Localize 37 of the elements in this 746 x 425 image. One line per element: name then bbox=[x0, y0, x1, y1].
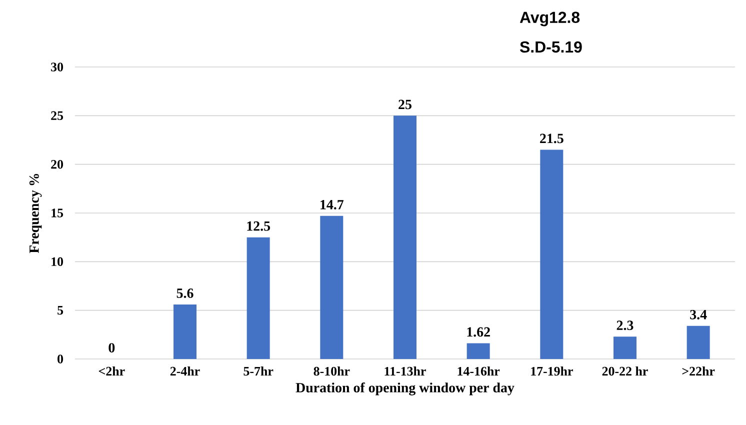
data-label: 12.5 bbox=[247, 221, 270, 231]
x-tick-label: 17-19hr bbox=[531, 366, 573, 376]
y-tick-label: 5 bbox=[58, 306, 64, 315]
x-tick-label: 2-4hr bbox=[170, 366, 200, 376]
y-tick-label: 25 bbox=[51, 111, 64, 120]
bar bbox=[686, 326, 710, 359]
data-label: 5.6 bbox=[176, 288, 194, 298]
text: S.D-5.19 bbox=[520, 41, 582, 53]
data-label: 21.5 bbox=[540, 134, 564, 144]
x-tick-label: 11-13hr bbox=[384, 366, 426, 376]
y-axis-title: Frequency % bbox=[29, 174, 42, 254]
x-tick-label: 20-22 hr bbox=[602, 366, 648, 376]
data-label: 14.7 bbox=[320, 200, 344, 210]
y-tick-label: 20 bbox=[51, 160, 64, 169]
x-tick-label: 8-10hr bbox=[314, 366, 350, 376]
y-tick-label: 15 bbox=[52, 208, 64, 218]
data-label: 2.3 bbox=[616, 320, 634, 330]
data-label: 25 bbox=[398, 100, 412, 110]
text: Avg12.8 bbox=[520, 12, 580, 26]
bar bbox=[613, 336, 636, 359]
bar bbox=[394, 116, 416, 359]
x-tick-label: 14-16hr bbox=[458, 366, 500, 376]
bar bbox=[174, 304, 196, 359]
x-tick-label: <2hr bbox=[98, 366, 125, 376]
data-label: 0 bbox=[108, 343, 115, 352]
x-tick-label: >22hr bbox=[682, 366, 715, 376]
y-tick-label: 10 bbox=[52, 257, 64, 266]
x-axis-title: Duration of opening window per day bbox=[296, 382, 514, 396]
y-tick-label: 0 bbox=[58, 354, 64, 364]
data-label: 3.4 bbox=[690, 310, 707, 320]
bar bbox=[320, 216, 344, 359]
bar bbox=[540, 150, 564, 359]
bar bbox=[246, 237, 270, 359]
bar bbox=[466, 343, 490, 359]
y-tick-label: 30 bbox=[51, 62, 64, 72]
x-tick-label: 5-7hr bbox=[244, 366, 274, 376]
data-label: 1.62 bbox=[467, 327, 490, 337]
